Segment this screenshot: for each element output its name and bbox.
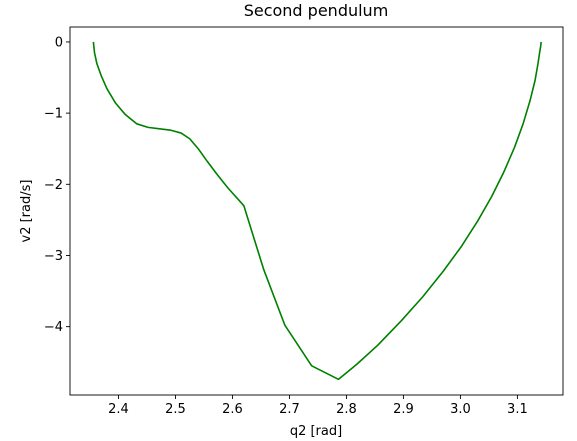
x-tick-label: 3.1 <box>507 402 528 417</box>
x-tick-label: 3.0 <box>450 402 471 417</box>
y-tick-label: 0 <box>55 35 63 50</box>
series-line-0 <box>92 41 542 381</box>
y-axis-label: v2 [rad/s] <box>19 180 34 243</box>
y-tick-label: −4 <box>44 320 63 335</box>
y-tick-label: −2 <box>44 178 63 193</box>
plot-frame <box>69 26 564 396</box>
x-tick-label: 2.5 <box>165 402 186 417</box>
chart-title: Second pendulum <box>244 1 389 20</box>
x-tick-label: 2.9 <box>393 402 414 417</box>
x-tick-label: 2.7 <box>279 402 300 417</box>
y-tick-label: −3 <box>44 249 63 264</box>
x-tick-label: 2.6 <box>222 402 243 417</box>
x-tick-label: 2.8 <box>336 402 357 417</box>
x-axis-label: q2 [rad] <box>290 424 342 439</box>
plot-area: 2.4 2.5 2.6 2.7 2.8 2.9 3.0 3.1 0 −1 −2 −3 −4 <box>44 26 564 417</box>
x-tick-label: 2.4 <box>108 402 129 417</box>
y-tick-label: −1 <box>44 107 63 122</box>
